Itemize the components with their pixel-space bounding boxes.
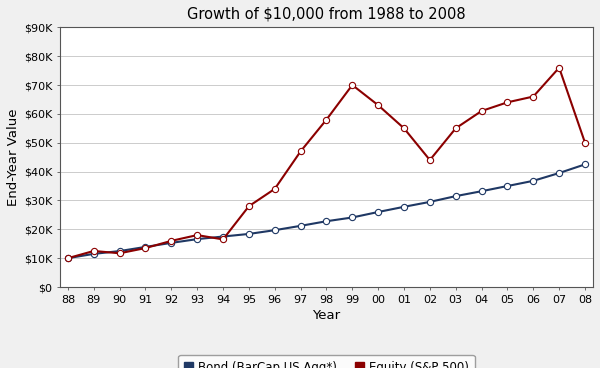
Equity (S&P 500) — [245, 204, 253, 208]
Bond (BarCap US Agg*) — [452, 194, 460, 198]
Bond (BarCap US Agg*) — [426, 200, 433, 204]
Bond (BarCap US Agg*) — [194, 237, 201, 241]
Bond (BarCap US Agg*) — [323, 219, 330, 223]
Equity (S&P 500) — [90, 249, 97, 253]
Bond (BarCap US Agg*) — [245, 232, 253, 236]
Equity (S&P 500) — [271, 187, 278, 191]
Equity (S&P 500) — [168, 239, 175, 243]
Bond (BarCap US Agg*) — [271, 228, 278, 232]
Equity (S&P 500) — [142, 246, 149, 250]
Equity (S&P 500) — [323, 117, 330, 122]
Equity (S&P 500) — [452, 126, 460, 131]
X-axis label: Year: Year — [313, 309, 341, 322]
Bond (BarCap US Agg*) — [400, 205, 407, 209]
Equity (S&P 500) — [426, 158, 433, 162]
Equity (S&P 500) — [64, 256, 71, 261]
Equity (S&P 500) — [581, 141, 589, 145]
Bond (BarCap US Agg*) — [530, 178, 537, 183]
Line: Bond (BarCap US Agg*): Bond (BarCap US Agg*) — [65, 161, 588, 261]
Equity (S&P 500) — [556, 66, 563, 70]
Bond (BarCap US Agg*) — [142, 245, 149, 249]
Bond (BarCap US Agg*) — [581, 162, 589, 167]
Bond (BarCap US Agg*) — [220, 234, 227, 239]
Equity (S&P 500) — [194, 233, 201, 237]
Bond (BarCap US Agg*) — [478, 189, 485, 194]
Equity (S&P 500) — [478, 109, 485, 113]
Title: Growth of $10,000 from 1988 to 2008: Growth of $10,000 from 1988 to 2008 — [187, 7, 466, 22]
Equity (S&P 500) — [297, 149, 304, 153]
Bond (BarCap US Agg*) — [116, 249, 123, 253]
Equity (S&P 500) — [220, 237, 227, 242]
Bond (BarCap US Agg*) — [168, 241, 175, 245]
Bond (BarCap US Agg*) — [504, 184, 511, 188]
Bond (BarCap US Agg*) — [90, 252, 97, 256]
Bond (BarCap US Agg*) — [297, 224, 304, 228]
Bond (BarCap US Agg*) — [556, 171, 563, 175]
Line: Equity (S&P 500): Equity (S&P 500) — [65, 64, 588, 261]
Equity (S&P 500) — [374, 103, 382, 107]
Bond (BarCap US Agg*) — [349, 215, 356, 220]
Bond (BarCap US Agg*) — [64, 256, 71, 261]
Equity (S&P 500) — [400, 126, 407, 131]
Y-axis label: End-Year Value: End-Year Value — [7, 109, 20, 206]
Legend: Bond (BarCap US Agg*), Equity (S&P 500): Bond (BarCap US Agg*), Equity (S&P 500) — [178, 355, 475, 368]
Equity (S&P 500) — [504, 100, 511, 105]
Equity (S&P 500) — [530, 94, 537, 99]
Equity (S&P 500) — [116, 251, 123, 255]
Bond (BarCap US Agg*) — [374, 210, 382, 214]
Equity (S&P 500) — [349, 83, 356, 87]
